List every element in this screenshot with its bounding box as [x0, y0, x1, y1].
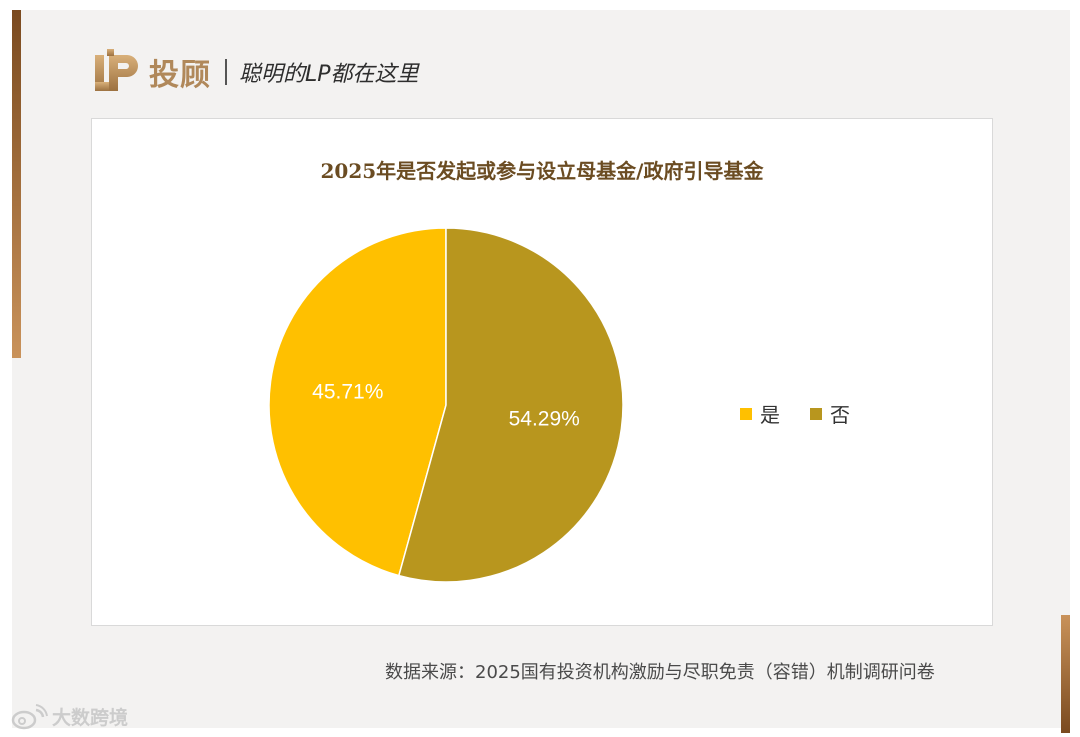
legend-label-yes: 是: [760, 403, 780, 427]
watermark-text: 大数跨境: [52, 707, 129, 729]
tagline: 聪明的LP都在这里: [239, 62, 419, 87]
pie-label-no: 54.29%: [509, 407, 580, 430]
pie-slice-yes: [268, 227, 447, 577]
pie-slice-no: [397, 227, 624, 583]
chart-card: 45.71% 54.29% 2025年是否发起或参与设立母基金/政府引导基金 是 …: [91, 118, 993, 626]
legend: 是 否: [740, 399, 880, 428]
header: 投顾 聪明的LP都在这里: [93, 46, 419, 98]
chart-title: 2025年是否发起或参与设立母基金/政府引导基金: [320, 159, 764, 183]
brand-name: 投顾: [149, 58, 211, 93]
pie-label-yes: 45.71%: [312, 381, 383, 404]
watermark: 大数跨境: [10, 703, 128, 730]
legend-label-no: 否: [830, 403, 850, 427]
weibo-icon: [11, 703, 48, 729]
legend-swatch-yes: [740, 407, 752, 420]
pie-chart: 45.71% 54.29%: [268, 227, 624, 583]
source-note: 数据来源：2025国有投资机构激励与尽职免责（容错）机制调研问卷: [385, 662, 935, 683]
right-accent-bar: [1061, 615, 1070, 733]
lp-logo-icon: [95, 49, 138, 91]
legend-item-no: 否: [810, 399, 850, 428]
legend-swatch-no: [810, 407, 822, 420]
left-accent-bar: [12, 10, 21, 358]
legend-item-yes: 是: [740, 399, 780, 428]
header-divider: [225, 59, 227, 85]
